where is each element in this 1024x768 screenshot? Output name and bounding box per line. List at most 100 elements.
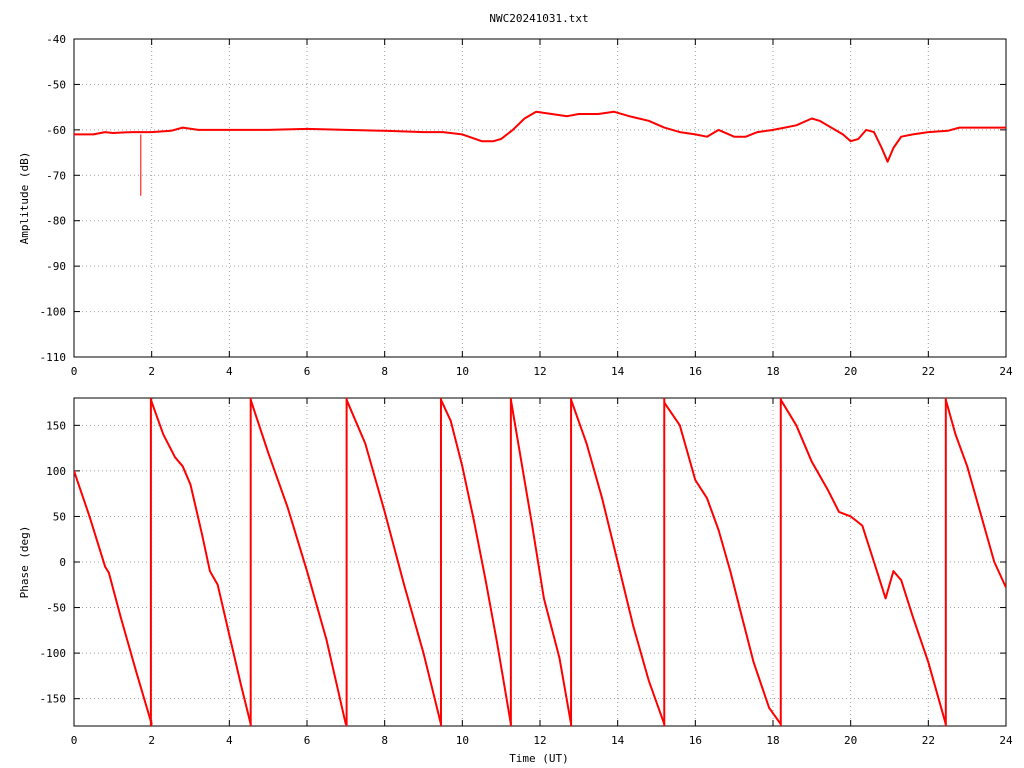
amplitude-x-tick-label: 6 <box>304 365 311 378</box>
amplitude-data-point <box>865 129 867 131</box>
phase-x-tick-label: 8 <box>381 734 388 747</box>
amplitude-x-tick-label: 12 <box>533 365 546 378</box>
amplitude-data-point <box>830 126 833 129</box>
phase-data-point <box>228 634 231 636</box>
phase-data-point <box>104 565 106 568</box>
phase-data-point <box>927 661 930 663</box>
amplitude-x-tick-label: 2 <box>148 365 155 378</box>
amplitude-y-tick-label: -40 <box>46 33 66 46</box>
amplitude-data-point <box>150 131 153 133</box>
amplitude-data-point <box>958 126 961 129</box>
amplitude-x-tick-label: 24 <box>999 365 1013 378</box>
amplitude-data-point <box>597 113 600 115</box>
phase-data-point <box>912 615 914 618</box>
phase-data-point <box>954 433 957 436</box>
amplitude-data-point <box>694 133 697 136</box>
amplitude-data-point <box>663 126 666 129</box>
phase-series-line <box>149 399 252 725</box>
phase-data-point <box>519 456 522 459</box>
amplitude-data-point <box>849 140 852 142</box>
phase-data-point <box>181 465 184 468</box>
phase-data-point <box>1005 586 1006 589</box>
amplitude-data-point <box>92 133 95 136</box>
amplitude-data-point <box>613 110 615 113</box>
phase-data-point <box>811 461 813 463</box>
phase-data-point <box>383 511 386 513</box>
amplitude-data-point <box>550 113 553 115</box>
amplitude-data-point <box>795 124 798 127</box>
phase-data-point <box>679 424 681 427</box>
amplitude-data-point <box>578 113 580 115</box>
phase-plot-area <box>74 398 1006 726</box>
amplitude-data-point <box>500 138 503 140</box>
phase-x-tick-label: 18 <box>766 734 779 747</box>
amplitude-data-point <box>492 140 495 142</box>
chart-title: NWC20241031.txt <box>489 12 588 25</box>
phase-data-point <box>838 511 840 513</box>
phase-data-point <box>267 451 270 454</box>
phase-data-point <box>422 652 425 654</box>
phase-data-point <box>135 670 137 673</box>
phase-data-point <box>473 520 475 522</box>
phase-series-line <box>779 399 947 725</box>
phase-data-point <box>729 570 732 572</box>
phase-data-point <box>558 656 561 659</box>
amplitude-y-tick-label: -80 <box>46 215 66 228</box>
amplitude-data-point <box>927 131 930 133</box>
phase-x-tick-label: 22 <box>922 734 935 747</box>
phase-data-point <box>325 638 328 641</box>
phase-data-point <box>694 479 697 481</box>
amplitude-data-point <box>772 129 774 131</box>
phase-data-point <box>74 470 75 472</box>
phase-data-point <box>706 497 708 500</box>
phase-y-tick-label: -50 <box>46 602 66 615</box>
amplitude-y-tick-label: -110 <box>40 351 67 364</box>
amplitude-data-point <box>1005 126 1006 129</box>
phase-data-point <box>768 707 770 709</box>
amplitude-data-point <box>947 130 949 132</box>
phase-data-point <box>873 561 875 563</box>
phase-data-point <box>993 561 996 563</box>
phase-data-point <box>449 420 452 422</box>
amplitude-data-point <box>706 135 708 138</box>
amplitude-x-tick-label: 4 <box>226 365 233 378</box>
phase-data-point <box>616 561 619 563</box>
phase-data-point <box>209 570 211 572</box>
amplitude-y-tick-label: -50 <box>46 78 66 91</box>
phase-data-point <box>900 579 902 581</box>
amplitude-data-point <box>181 126 184 129</box>
phase-data-point <box>119 615 122 618</box>
amplitude-data-point <box>461 133 464 136</box>
amplitude-plot-area <box>74 110 1006 196</box>
amplitude-data-point <box>717 129 720 131</box>
phase-data-point <box>966 465 968 468</box>
phase-data-point <box>403 584 405 586</box>
phase-panel: Phase (deg) Time (UT) 0 2 4 6 8 10 12 14 16 18 20 2… <box>18 397 1013 765</box>
phase-data-point <box>162 433 165 436</box>
phase-data-point <box>108 572 110 574</box>
phase-data-point <box>601 497 603 500</box>
amplitude-frame <box>73 38 1007 358</box>
phase-data-point <box>216 584 219 586</box>
amplitude-data-point <box>512 129 514 131</box>
amplitude-data-point <box>842 133 844 136</box>
amplitude-data-point <box>886 160 889 163</box>
phase-x-tick-label: 4 <box>226 734 233 747</box>
amplitude-panel: Amplitude (dB) 0 2 4 6 8 10 12 14 16 18 20 22 24-110… <box>18 33 1013 378</box>
amplitude-data-point <box>442 131 444 133</box>
amplitude-data-point <box>197 129 200 131</box>
amplitude-x-tick-label: 22 <box>922 365 935 378</box>
phase-series-line <box>663 402 782 725</box>
amplitude-data-point <box>647 120 650 122</box>
amplitude-y-tick-label: -100 <box>40 306 67 319</box>
phase-data-point <box>647 679 650 682</box>
amplitude-data-point <box>566 115 568 117</box>
amplitude-data-point <box>131 131 134 133</box>
amplitude-data-point <box>383 130 386 132</box>
phase-x-tick-label: 12 <box>533 734 546 747</box>
amplitude-data-point <box>228 129 231 131</box>
phase-data-point <box>892 570 895 572</box>
amplitude-data-point <box>74 133 75 136</box>
amplitude-x-tick-label: 16 <box>689 365 702 378</box>
amplitude-data-point <box>745 135 747 138</box>
